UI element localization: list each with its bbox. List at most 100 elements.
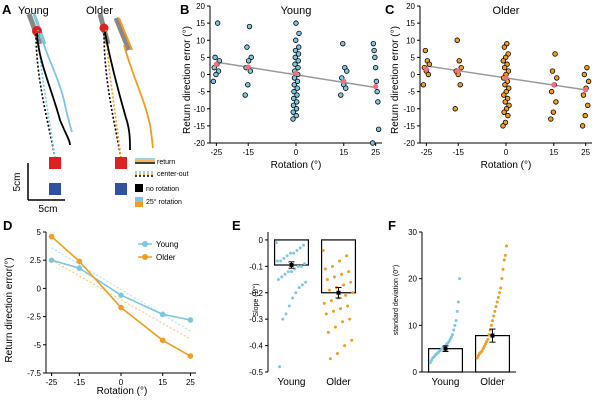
y-tick-label: 0 <box>411 71 416 80</box>
series-point <box>48 233 55 240</box>
legend-marker <box>142 241 148 247</box>
data-point <box>501 109 507 115</box>
y-tick-label: 0 <box>413 368 418 377</box>
series-point <box>76 258 83 265</box>
series-fit-line <box>51 259 191 340</box>
x-tick-label: -15 <box>74 378 86 387</box>
data-point <box>348 317 352 321</box>
data-point <box>343 85 349 91</box>
mean-marker <box>336 290 341 295</box>
data-point <box>283 272 287 276</box>
panel-d: D Return direction error(°) Rotation (°)… <box>3 218 196 397</box>
data-point <box>582 112 588 119</box>
data-point <box>499 286 503 290</box>
data-point <box>338 259 342 263</box>
chart-b-xlabel: Rotation (°) <box>271 160 322 171</box>
data-point <box>501 44 508 50</box>
data-point <box>340 272 344 276</box>
mean-marker <box>490 333 495 338</box>
data-point <box>343 344 347 348</box>
data-point <box>373 78 380 85</box>
chart-b-title: Young <box>281 5 312 17</box>
data-point <box>480 349 484 353</box>
data-point <box>286 270 290 274</box>
y-tick-label: 0 <box>259 236 264 245</box>
data-point <box>502 99 508 105</box>
data-point <box>321 248 325 252</box>
y-tick-label: 0 <box>201 71 206 80</box>
data-point <box>454 319 458 323</box>
data-point <box>585 78 592 85</box>
y-tick-label: 5 <box>411 53 416 62</box>
data-point <box>374 88 380 95</box>
data-point <box>375 99 381 105</box>
data-point <box>274 241 278 245</box>
x-tick-label: -15 <box>452 148 464 157</box>
data-point <box>296 30 302 37</box>
data-point <box>505 244 509 248</box>
category-label: Young <box>278 377 306 388</box>
panel-c: C Older Return direction error (°) Rotat… <box>385 2 592 171</box>
young-trajectories <box>26 13 73 195</box>
data-point <box>293 20 299 26</box>
mean-point <box>423 66 429 72</box>
data-point <box>325 278 329 282</box>
data-point <box>452 106 458 112</box>
data-point <box>482 344 486 348</box>
y-tick-label: 10 <box>408 321 417 330</box>
data-point <box>500 123 506 129</box>
data-point <box>287 304 291 308</box>
data-point <box>342 283 346 287</box>
panel-a-young-title: Young <box>18 5 49 17</box>
older-start-blue <box>115 183 127 195</box>
bar <box>320 239 357 294</box>
mean-point <box>245 64 251 70</box>
y-tick-label: 5 <box>201 53 206 62</box>
scale-label-vertical: 5cm <box>12 173 23 192</box>
y-tick-label: -10 <box>193 105 205 114</box>
y-tick-label: -0.4 <box>249 342 263 351</box>
data-point <box>345 254 349 258</box>
data-point <box>326 330 330 334</box>
chart-b-ylabel: Return direction error (°) <box>182 26 193 134</box>
category-label: Young <box>432 377 460 388</box>
data-point <box>295 58 301 64</box>
data-point <box>347 270 351 274</box>
panel-a-older-title: Older <box>86 5 113 17</box>
data-point <box>301 243 305 247</box>
data-point <box>580 92 587 98</box>
data-point <box>344 293 348 297</box>
data-point <box>548 116 554 122</box>
data-point <box>335 352 339 356</box>
data-point <box>349 280 353 284</box>
legend-return-text: return <box>157 159 175 166</box>
y-tick-label: 10 <box>406 36 415 45</box>
data-point <box>331 309 335 313</box>
data-point <box>294 99 300 105</box>
data-point <box>428 361 432 365</box>
mean-point <box>503 75 509 81</box>
x-tick-label: 15 <box>158 378 167 387</box>
panel-label-d: D <box>3 218 12 233</box>
x-tick-label: -25 <box>46 378 58 387</box>
data-point <box>581 71 588 78</box>
mean-marker <box>289 263 294 268</box>
chart-c-title: Older <box>493 5 520 17</box>
older-return-path-norot <box>104 31 131 151</box>
y-tick-label: -7.5 <box>27 369 41 378</box>
data-point <box>456 300 460 304</box>
series-fit-line <box>51 247 191 332</box>
data-point <box>505 112 511 119</box>
y-tick-label: -15 <box>193 122 205 131</box>
panel-a: A Young Older 5cm 5cm <box>2 2 189 215</box>
x-tick-label: -25 <box>211 148 223 157</box>
data-point <box>422 47 429 54</box>
data-point <box>281 317 285 321</box>
mean-point <box>455 68 461 74</box>
data-point <box>295 64 301 71</box>
data-point <box>244 44 250 50</box>
data-point <box>294 85 300 91</box>
data-point <box>481 347 485 351</box>
mean-point <box>213 61 219 67</box>
